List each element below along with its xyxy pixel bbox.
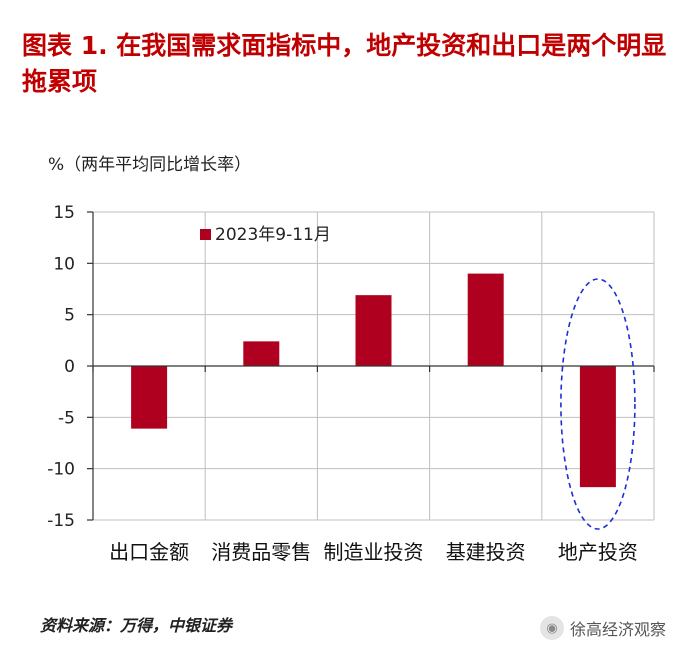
y-tick-label: 5 xyxy=(64,306,75,326)
y-axis-title: %（两年平均同比增长率） xyxy=(48,155,251,175)
wechat-icon: ◉ xyxy=(540,616,564,640)
x-category-label: 基建投资 xyxy=(446,540,526,564)
watermark: ◉ 徐高经济观察 xyxy=(540,616,666,640)
bar xyxy=(243,341,280,366)
x-category-label: 出口金额 xyxy=(109,540,189,564)
y-tick-label: -10 xyxy=(47,460,75,480)
chart-title: 图表 1. 在我国需求面指标中，地产投资和出口是两个明显拖累项 xyxy=(22,31,667,96)
bar xyxy=(355,295,392,366)
x-category-label: 制造业投资 xyxy=(324,540,424,564)
y-tick-label: 10 xyxy=(53,254,75,274)
bars xyxy=(131,273,616,488)
bar xyxy=(131,366,168,429)
axis-labels: 15 10 5 0 -5 -10 -15 出口金额 消费品零售 制造业投资 基建投资 地产投资 %（两年… xyxy=(47,155,638,564)
y-tick-label: -15 xyxy=(47,511,75,531)
x-category-label: 消费品零售 xyxy=(211,540,311,564)
bar xyxy=(579,366,616,488)
y-tick-label: -5 xyxy=(58,408,75,428)
highlight-ellipse xyxy=(560,278,636,530)
watermark-text: 徐高经济观察 xyxy=(570,620,667,639)
legend: 2023年9-11月 xyxy=(200,225,331,245)
source-note: 资料来源：万得，中银证券 xyxy=(40,616,233,635)
x-category-label: 地产投资 xyxy=(558,540,638,564)
legend-swatch xyxy=(200,229,211,240)
bar xyxy=(467,273,504,366)
axes xyxy=(87,211,655,521)
legend-label: 2023年9-11月 xyxy=(215,225,331,245)
y-tick-label: 15 xyxy=(53,203,75,223)
y-tick-label: 0 xyxy=(64,357,75,377)
highlight-annotation xyxy=(560,278,636,530)
